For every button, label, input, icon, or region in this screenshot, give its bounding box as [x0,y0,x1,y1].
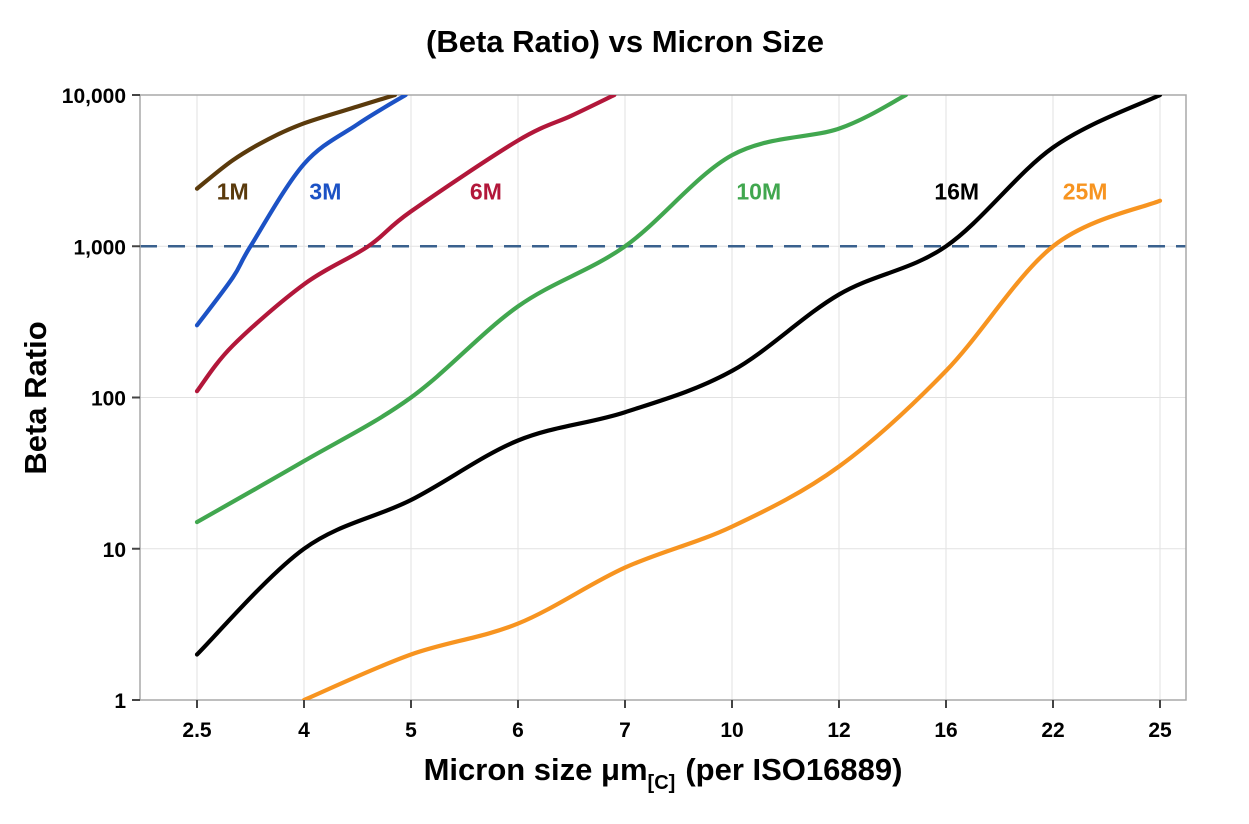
xtick-label-25: 25 [1148,719,1172,742]
ytick-label-1: 1 [114,690,126,713]
yaxis-label: Beta Ratio [18,321,53,474]
ytick-label-1,000: 1,000 [73,236,126,259]
xtick-label-5: 5 [405,719,417,742]
xaxis-label-main: Micron size μm [424,752,648,787]
xtick-label-10: 10 [720,719,743,742]
xtick-label-12: 12 [827,719,850,742]
ytick-label-10,000: 10,000 [62,85,126,108]
series-3M-label: 3M [309,179,341,205]
series-6M-label: 6M [470,179,502,205]
series-1M-label: 1M [217,179,249,205]
chart-title: (Beta Ratio) vs Micron Size [426,24,824,59]
series-10M-curve [194,95,908,525]
xaxis-label: Micron size μm[C] (per ISO16889) [424,752,903,794]
xtick-label-6: 6 [512,719,524,742]
ytick-label-10: 10 [103,539,126,562]
xtick-label-16: 16 [934,719,957,742]
series-25M-label: 25M [1063,179,1108,205]
series-labels: 1M 3M 6M 10M 16M 25M [217,179,1108,205]
series-6M-curve [194,95,617,394]
ytick-label-100: 100 [91,388,126,411]
xtick-label-4: 4 [298,719,310,742]
series-25M-curve [301,198,1163,700]
xtick-label-22: 22 [1041,719,1064,742]
xaxis-label-rest: (per ISO16889) [685,752,902,787]
xtick-label-2.5: 2.5 [182,719,212,742]
series-16M-curve [194,95,1163,657]
series-3M-curve [194,95,408,328]
series-1M-curve [194,95,397,191]
axis-ticks: 2.5 4 5 6 7 10 12 16 22 25 1 10 100 1,000 10,000 [62,85,1172,742]
series-16M-label: 16M [934,179,979,205]
series-10M-label: 10M [736,179,781,205]
chart-gridlines [140,94,1186,701]
chart-series [194,95,1163,700]
xaxis-label-subscript: [C] [648,772,676,794]
xtick-label-7: 7 [619,719,631,742]
